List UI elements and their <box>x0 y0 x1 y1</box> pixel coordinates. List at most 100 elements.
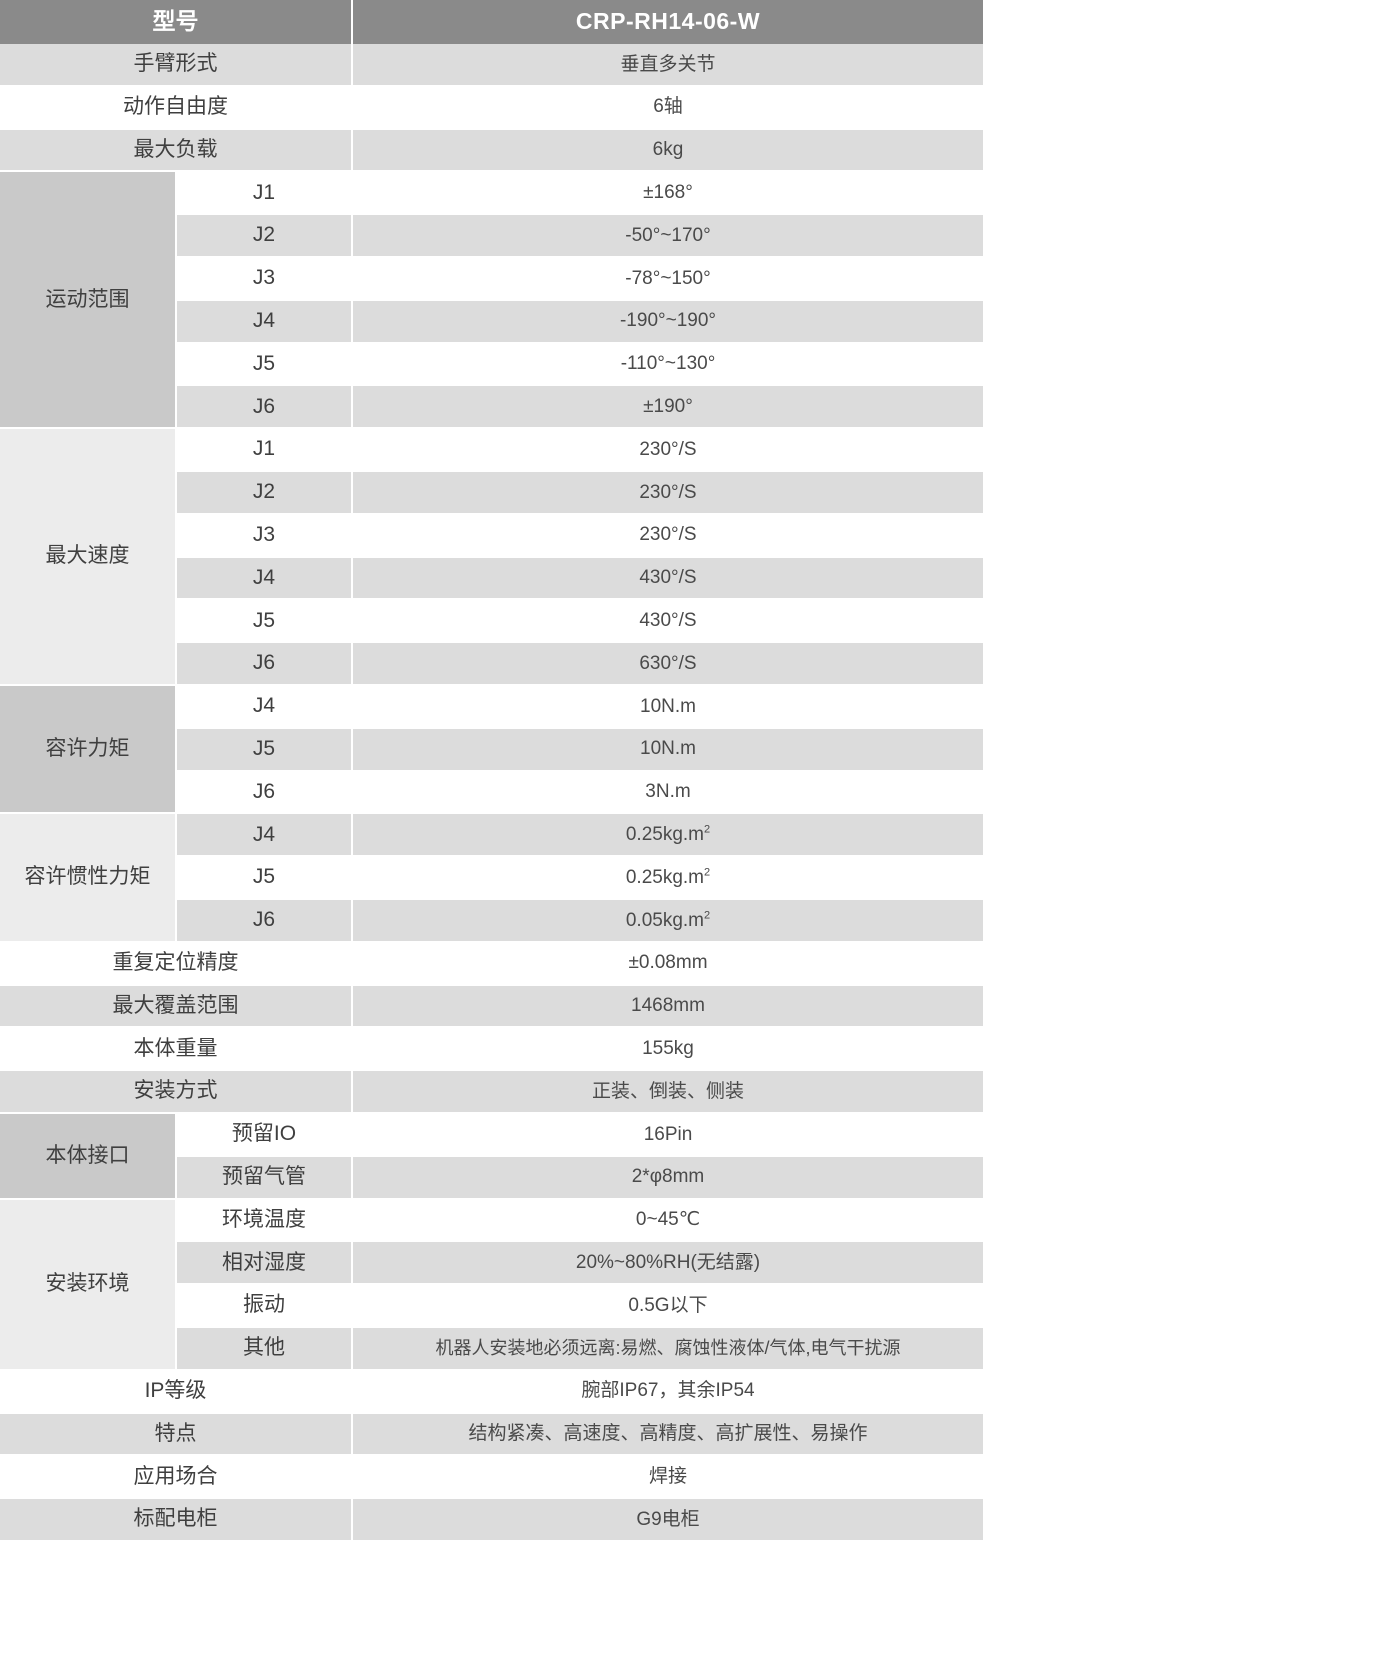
axis-label: J1 <box>177 172 353 216</box>
axis-value: 430°/S <box>353 557 983 601</box>
axis-label: J6 <box>177 643 353 686</box>
axis-label: J3 <box>177 257 353 301</box>
sub-label: 振动 <box>177 1285 353 1328</box>
axis-label: J5 <box>177 600 353 644</box>
axis-value: 10N.m <box>353 728 983 772</box>
axis-label: J3 <box>177 514 353 558</box>
table-row: 振动 0.5G以下 <box>0 1285 983 1328</box>
spec-value: 腕部IP67，其余IP54 <box>353 1370 983 1414</box>
spec-value: 焊接 <box>353 1456 983 1500</box>
sub-value: 0~45℃ <box>353 1199 983 1243</box>
table-row: 最大覆盖范围 1468mm <box>0 985 983 1029</box>
axis-label: J5 <box>177 857 353 900</box>
axis-value: 230°/S <box>353 471 983 515</box>
sub-value: 机器人安装地必须远离:易燃、腐蚀性液体/气体,电气干扰源 <box>353 1327 983 1371</box>
axis-label: J2 <box>177 215 353 258</box>
table-row: 安装环境 环境温度 0~45℃ <box>0 1199 983 1371</box>
spec-value: 6kg <box>353 129 983 173</box>
robot-specification-table: 型号 CRP-RH14-06-W 手臂形式 垂直多关节 动作自由度 6轴 最大负载 6kg 运动… <box>0 0 983 1542</box>
axis-value: 0.25kg.m2 <box>353 857 983 900</box>
table-row: 安装方式 正装、倒装、侧装 <box>0 1071 983 1114</box>
table-row: J6 0.05kg.m2 <box>0 899 983 943</box>
table-row: 手臂形式 垂直多关节 <box>0 44 983 87</box>
axis-label: J5 <box>177 343 353 387</box>
group-label: 容许惯性力矩 <box>0 814 177 943</box>
spec-label: 特点 <box>0 1413 353 1457</box>
spec-label: 最大负载 <box>0 129 353 173</box>
axis-label: J2 <box>177 471 353 515</box>
spec-label: 安装方式 <box>0 1071 353 1114</box>
table-row: J5 0.25kg.m2 <box>0 857 983 900</box>
spec-value: 结构紧凑、高速度、高精度、高扩展性、易操作 <box>353 1413 983 1457</box>
table-row: 其他 机器人安装地必须远离:易燃、腐蚀性液体/气体,电气干扰源 <box>0 1327 983 1371</box>
spec-label: 应用场合 <box>0 1456 353 1500</box>
spec-label: 重复定位精度 <box>0 942 353 986</box>
sub-value: 2*φ8mm <box>353 1156 983 1200</box>
spec-value: ±0.08mm <box>353 942 983 986</box>
axis-value: 10N.m <box>353 685 983 729</box>
table-row: 本体重量 155kg <box>0 1028 983 1072</box>
group-label: 本体接口 <box>0 1113 177 1200</box>
group-label: 容许力矩 <box>0 685 177 815</box>
spec-value: G9电柜 <box>353 1499 983 1542</box>
axis-label: J4 <box>177 814 353 858</box>
axis-label: J4 <box>177 300 353 344</box>
sub-label: 相对湿度 <box>177 1242 353 1286</box>
spec-value: 1468mm <box>353 985 983 1029</box>
spec-value: 垂直多关节 <box>353 44 983 87</box>
table-row: J4 -190°~190° <box>0 300 983 344</box>
spec-value: 155kg <box>353 1028 983 1072</box>
sub-value: 16Pin <box>353 1113 983 1157</box>
table-row: 特点 结构紧凑、高速度、高精度、高扩展性、易操作 <box>0 1413 983 1457</box>
axis-label: J1 <box>177 429 353 472</box>
axis-value: 430°/S <box>353 600 983 644</box>
table-row: 最大速度 J1 230°/S <box>0 429 983 686</box>
spec-value: 正装、倒装、侧装 <box>353 1071 983 1114</box>
spec-label: 手臂形式 <box>0 44 353 87</box>
axis-value: -190°~190° <box>353 300 983 344</box>
table-row: 本体接口 预留IO 16Pin <box>0 1113 983 1200</box>
sub-label: 预留气管 <box>177 1156 353 1200</box>
group-label: 运动范围 <box>0 172 177 430</box>
table-row: J5 10N.m <box>0 728 983 772</box>
table-row: 重复定位精度 ±0.08mm <box>0 942 983 986</box>
axis-value: 630°/S <box>353 643 983 686</box>
axis-value: 230°/S <box>353 429 983 472</box>
spec-label: 本体重量 <box>0 1028 353 1072</box>
spec-label: 标配电柜 <box>0 1499 353 1542</box>
table-row: 应用场合 焊接 <box>0 1456 983 1500</box>
axis-value: 230°/S <box>353 514 983 558</box>
table-row: J6 630°/S <box>0 643 983 686</box>
sub-label: 环境温度 <box>177 1199 353 1243</box>
table-row: 标配电柜 G9电柜 <box>0 1499 983 1542</box>
table-row: IP等级 腕部IP67，其余IP54 <box>0 1370 983 1414</box>
axis-value: 3N.m <box>353 771 983 815</box>
table-row: J3 -78°~150° <box>0 257 983 301</box>
table-row: 容许惯性力矩 J4 0.25kg.m2 <box>0 814 983 943</box>
axis-value: ±168° <box>353 172 983 216</box>
table-row: 运动范围 J1 ±168° <box>0 172 983 430</box>
sub-value: 20%~80%RH(无结露) <box>353 1242 983 1286</box>
sub-value: 0.5G以下 <box>353 1285 983 1328</box>
table-row: J3 230°/S <box>0 514 983 558</box>
table-row: J2 230°/S <box>0 471 983 515</box>
table-row: J2 -50°~170° <box>0 215 983 258</box>
group-label: 最大速度 <box>0 429 177 686</box>
axis-label: J6 <box>177 771 353 815</box>
table-header-row: 型号 CRP-RH14-06-W <box>0 0 983 44</box>
sub-label: 其他 <box>177 1327 353 1371</box>
axis-value: -50°~170° <box>353 215 983 258</box>
table-row: 动作自由度 6轴 <box>0 86 983 130</box>
table-row: J6 ±190° <box>0 386 983 430</box>
axis-label: J4 <box>177 557 353 601</box>
axis-label: J6 <box>177 386 353 430</box>
sub-label: 预留IO <box>177 1113 353 1157</box>
axis-value: -110°~130° <box>353 343 983 387</box>
spec-label: IP等级 <box>0 1370 353 1414</box>
table-row: 容许力矩 J4 10N.m <box>0 685 983 815</box>
table-row: J5 -110°~130° <box>0 343 983 387</box>
spec-value: 6轴 <box>353 86 983 130</box>
table-row: 预留气管 2*φ8mm <box>0 1156 983 1200</box>
axis-label: J6 <box>177 899 353 943</box>
table-row: 相对湿度 20%~80%RH(无结露) <box>0 1242 983 1286</box>
